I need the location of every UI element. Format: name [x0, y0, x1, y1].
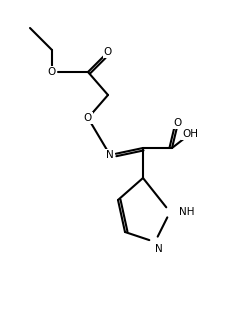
Text: O: O	[84, 113, 92, 123]
Text: O: O	[48, 67, 56, 77]
Text: NH: NH	[178, 207, 194, 217]
Text: N: N	[106, 150, 113, 160]
Text: N: N	[154, 244, 162, 254]
Text: O: O	[104, 47, 112, 57]
Text: O: O	[173, 118, 181, 128]
Text: OH: OH	[181, 129, 197, 139]
